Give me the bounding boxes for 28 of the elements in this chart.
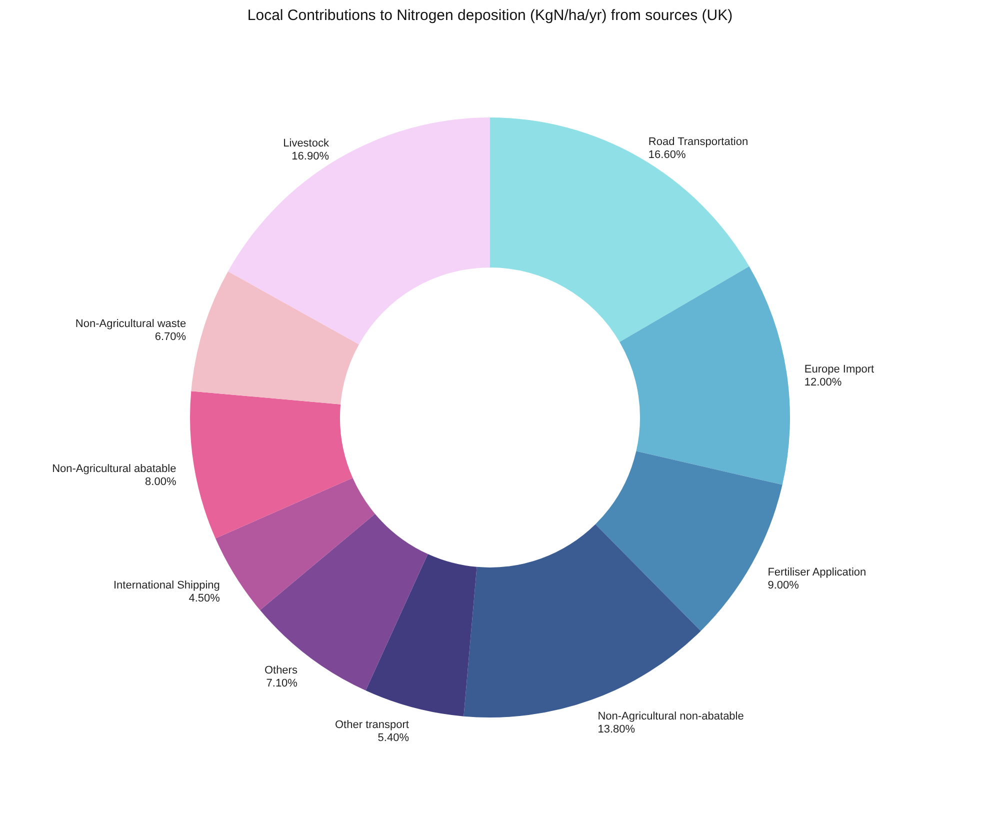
data-label: 13.80%: [598, 724, 636, 736]
slice-label: Livestock: [283, 137, 330, 150]
data-label: 9.00%: [768, 579, 800, 592]
data-label: 16.60%: [648, 148, 686, 161]
data-label: 6.70%: [154, 330, 186, 343]
chart-title: Local Contributions to Nitrogen deposition (KgN/ha/yr) from sources (UK): [247, 7, 733, 24]
slice-label: Other transport: [335, 719, 409, 732]
donut-slice: [228, 118, 490, 344]
data-label: 12.00%: [804, 376, 842, 389]
data-label: 7.10%: [266, 678, 298, 690]
data-label: 5.40%: [378, 732, 410, 744]
data-label: 16.90%: [292, 150, 330, 162]
donut-slice: [260, 514, 428, 691]
slice-label: Non-Agricultural non-abatable: [598, 710, 744, 723]
slice-label: Europe Import: [804, 364, 874, 376]
donut-slice: [190, 391, 353, 538]
data-label: 4.50%: [188, 592, 220, 604]
slice-label: Others: [264, 664, 298, 677]
slice-label: Non-Agricultural abatable: [52, 463, 176, 476]
donut-slice: [366, 554, 477, 716]
donut-slice: [490, 118, 750, 342]
slice-label: International Shipping: [113, 579, 220, 592]
donut-slice: [191, 271, 360, 404]
slice-label: Non-Agricultural waste: [75, 318, 186, 330]
slice-label: Road Transportation: [648, 136, 748, 148]
data-label: 8.00%: [145, 476, 176, 488]
donut-slice: [620, 266, 790, 485]
slice-label: Fertiliser Application: [768, 566, 866, 578]
